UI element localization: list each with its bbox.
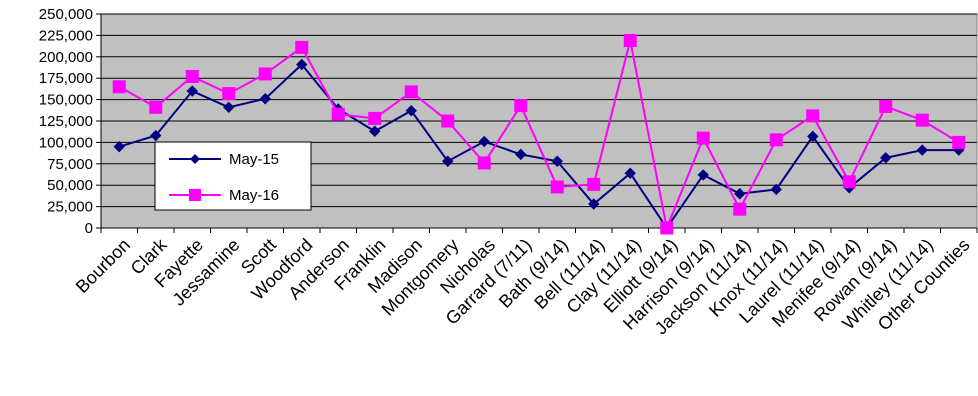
data-point <box>259 93 271 105</box>
y-tick-label: 125,000 <box>39 113 93 130</box>
legend-marker <box>189 189 201 201</box>
y-axis-ticks: 0 25,000 50,000 75,000 100,000 125,000 150,000… <box>39 6 101 237</box>
data-point <box>880 152 892 164</box>
data-point <box>842 175 856 189</box>
data-point <box>769 133 783 147</box>
y-tick-label: 250,000 <box>39 6 93 23</box>
data-point <box>915 113 929 127</box>
data-point <box>624 167 636 179</box>
data-point <box>369 125 381 137</box>
data-point <box>113 140 125 153</box>
data-point <box>697 169 709 181</box>
data-point <box>660 221 674 235</box>
data-point <box>295 40 309 54</box>
data-point <box>149 100 163 114</box>
legend-box <box>154 141 312 211</box>
data-point <box>587 177 601 191</box>
data-point <box>185 69 199 83</box>
data-point <box>550 180 564 194</box>
data-point <box>696 131 710 145</box>
data-point <box>258 67 272 81</box>
y-tick-label: 150,000 <box>39 92 93 109</box>
data-point <box>952 135 966 149</box>
data-point <box>442 155 454 167</box>
data-point <box>734 188 746 200</box>
data-point <box>222 87 236 101</box>
data-point <box>806 109 820 123</box>
data-point <box>331 107 345 121</box>
data-point <box>623 34 637 48</box>
data-point <box>515 148 527 161</box>
legend-item: May-16 <box>169 187 279 204</box>
data-point <box>477 156 491 170</box>
data-point <box>405 105 417 117</box>
data-point <box>368 111 382 125</box>
data-point <box>112 80 126 94</box>
x-axis-category-labels: BourbonClarkFayetteJessamineScottWoodfor… <box>72 228 978 338</box>
data-point <box>441 114 455 128</box>
y-tick-label: 225,000 <box>39 27 93 44</box>
y-tick-label: 0 <box>85 220 93 237</box>
y-tick-label: 100,000 <box>39 134 93 151</box>
data-point <box>733 202 747 216</box>
data-point <box>296 58 308 71</box>
series-line <box>118 63 959 230</box>
data-point <box>588 198 600 210</box>
legend-items: May-15 May-16 <box>169 151 279 204</box>
data-point <box>186 85 198 97</box>
data-point <box>514 99 528 113</box>
data-point <box>223 101 235 114</box>
y-tick-label: 200,000 <box>39 49 93 66</box>
data-point <box>770 183 782 196</box>
data-point <box>916 144 928 156</box>
data-point <box>879 99 893 113</box>
data-point <box>478 135 490 148</box>
legend: May-15 May-16 <box>154 141 312 211</box>
series <box>112 34 966 235</box>
y-tick-label: 50,000 <box>47 177 93 194</box>
y-tick-label: 175,000 <box>39 70 93 87</box>
data-point <box>807 130 819 143</box>
data-point <box>404 85 418 99</box>
x-category-label: Bourbon <box>72 235 134 297</box>
data-point <box>150 129 162 142</box>
legend-label: May-15 <box>229 151 279 168</box>
legend-item: May-15 <box>169 151 279 168</box>
y-tick-label: 75,000 <box>47 156 93 173</box>
y-tick-label: 25,000 <box>47 199 93 216</box>
legend-label: May-16 <box>229 187 279 204</box>
data-point <box>551 155 563 167</box>
legend-marker <box>190 154 200 164</box>
series-may-16 <box>112 34 966 235</box>
